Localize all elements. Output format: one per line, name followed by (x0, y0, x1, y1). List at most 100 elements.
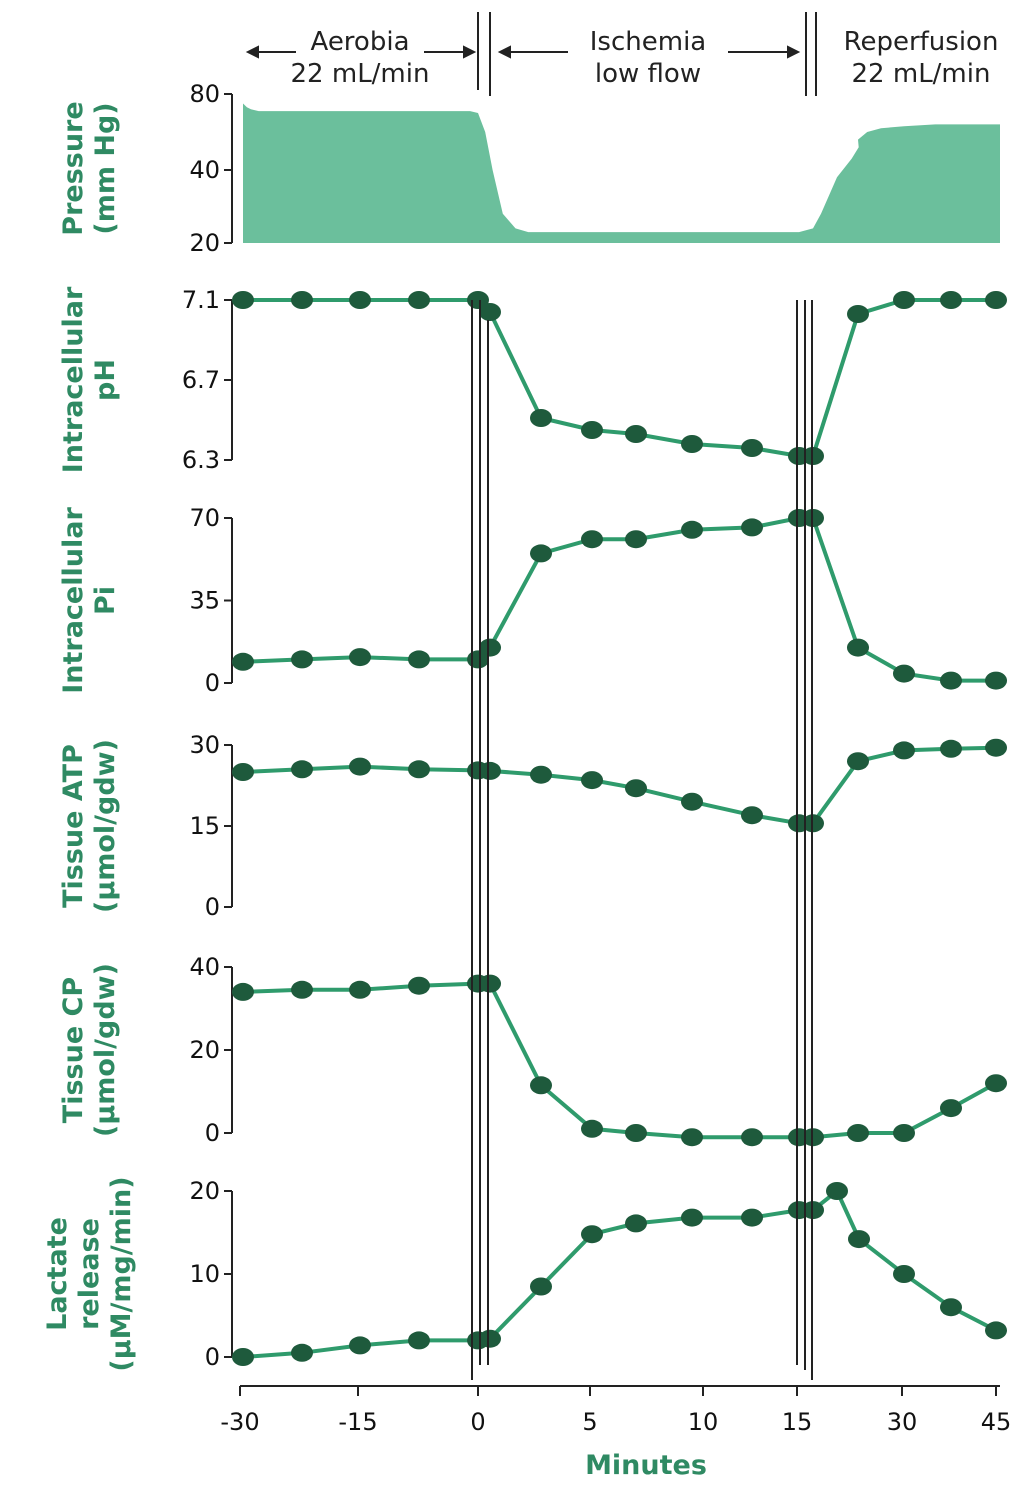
data-point-cp (985, 1074, 1007, 1093)
y-axis-label-line: (µmol/gdw) (90, 963, 121, 1137)
data-point-atp (479, 761, 501, 780)
data-point-lactate (940, 1298, 962, 1317)
data-point-cp (893, 1124, 915, 1142)
y-axis-label-line: (µmol/gdw) (90, 739, 121, 913)
data-point-atp (581, 771, 603, 790)
data-point-atp (232, 763, 254, 781)
y-tick-label: 6.7 (182, 366, 220, 394)
panels: 80 40 20 Pressure (mm Hg) 7.1 6.7 6.3 Intracellu… (42, 80, 1007, 1372)
ischemia-span-arrow (497, 45, 801, 59)
data-point-lactate (232, 1348, 254, 1366)
data-point-ph (479, 303, 501, 321)
data-point-pi (847, 638, 869, 657)
panel-pi: 70 35 0 Intracellular Pi (58, 504, 1007, 697)
data-point-ph (893, 291, 915, 309)
y-tick-label: 40 (189, 953, 220, 981)
data-point-atp (741, 806, 763, 825)
y-axis-label-line: Lactate (42, 1217, 73, 1331)
phase-aerobia-flow: 22 mL/min (291, 59, 430, 89)
y-tick-label: 20 (189, 1177, 220, 1205)
data-point-cp (291, 980, 313, 999)
data-point-lactate (681, 1208, 703, 1227)
data-point-cp (479, 974, 501, 993)
x-tick-label: -30 (220, 1408, 259, 1436)
data-point-lactate (826, 1182, 848, 1200)
data-point-cp (940, 1099, 962, 1118)
phase-ischemia-flow: low flow (595, 59, 701, 89)
data-point-ph (581, 421, 603, 439)
data-point-ph (847, 305, 869, 323)
data-point-lactate (581, 1225, 603, 1244)
y-axis-label-line: (µM/mg/min) (106, 1176, 137, 1371)
y-tick-label: 80 (189, 80, 220, 108)
y-axis-label-line: Tissue ATP (58, 744, 89, 908)
y-axis-label-line: Pi (90, 586, 121, 615)
data-point-lactate (625, 1214, 647, 1233)
data-point-pi (681, 520, 703, 539)
data-point-cp (232, 982, 254, 1001)
data-point-cp (530, 1076, 552, 1095)
phase-aerobia-title: Aerobia (310, 27, 409, 57)
data-point-cp (681, 1128, 703, 1147)
data-point-ph (985, 291, 1007, 309)
data-point-pi (232, 652, 254, 671)
data-point-pi (985, 671, 1007, 690)
data-point-pi (291, 650, 313, 669)
data-point-pi (940, 671, 962, 690)
pressure-area (243, 103, 1000, 243)
data-point-lactate (985, 1321, 1007, 1340)
y-tick-label: 0 (205, 1119, 220, 1147)
x-tick-label: 15 (782, 1408, 813, 1436)
data-point-pi (479, 638, 501, 657)
phase-reperfusion-title: Reperfusion (844, 27, 999, 57)
data-point-ph (349, 291, 371, 309)
data-point-lactate (848, 1230, 870, 1249)
data-point-pi (625, 530, 647, 549)
data-point-lactate (291, 1343, 313, 1362)
phase-header: Aerobia 22 mL/min Ischemia low flow Repe… (245, 12, 999, 96)
x-tick-label: 30 (887, 1408, 918, 1436)
y-tick-label: 30 (189, 731, 220, 759)
data-point-cp (349, 980, 371, 999)
series-line-cp (242, 981, 997, 1140)
y-axis-label-line: pH (90, 359, 121, 401)
data-point-atp (847, 752, 869, 771)
x-tick-label: 45 (981, 1408, 1012, 1436)
y-axis-label: Pressure (mm Hg) (58, 101, 121, 235)
data-point-cp (581, 1119, 603, 1138)
panel-lactate: 20 10 0 Lactate release (µM/mg/min) (42, 1176, 1007, 1372)
panel-pressure: 80 40 20 Pressure (mm Hg) (58, 80, 1000, 257)
y-tick-label: 20 (189, 229, 220, 257)
aerobia-span-arrow (245, 45, 477, 59)
data-point-ph (530, 409, 552, 427)
data-point-pi (741, 518, 763, 537)
data-point-cp (741, 1128, 763, 1147)
data-point-atp (408, 760, 430, 779)
data-point-lactate (479, 1329, 501, 1348)
data-point-atp (291, 760, 313, 779)
y-axis-label-line: Intracellular (58, 286, 89, 473)
panel-ph: 7.1 6.7 6.3 Intracellular pH (58, 286, 1007, 474)
data-point-cp (847, 1124, 869, 1142)
data-point-pi (893, 664, 915, 683)
data-point-lactate (530, 1277, 552, 1296)
data-point-lactate (349, 1336, 371, 1355)
phase-divider-marks (477, 12, 817, 96)
y-tick-label: 0 (205, 669, 220, 697)
data-point-ph (232, 291, 254, 309)
data-point-cp (625, 1124, 647, 1142)
data-point-ph (291, 291, 313, 309)
y-axis-label-line: Tissue CP (58, 977, 89, 1123)
x-tick-label: 10 (688, 1408, 719, 1436)
data-point-atp (349, 757, 371, 776)
y-tick-label: 10 (189, 1260, 220, 1288)
y-tick-label: 20 (189, 1036, 220, 1064)
data-point-ph (408, 291, 430, 309)
x-axis: -30 -15 0 5 10 15 30 45 Minutes (220, 1385, 1012, 1481)
y-tick-label: 0 (205, 1343, 220, 1371)
panel-cp: 40 20 0 Tissue CP (µmol/gdw) (58, 953, 1007, 1147)
data-point-pi (581, 530, 603, 549)
y-tick-label: 15 (189, 812, 220, 840)
y-tick-label: 35 (189, 587, 220, 615)
